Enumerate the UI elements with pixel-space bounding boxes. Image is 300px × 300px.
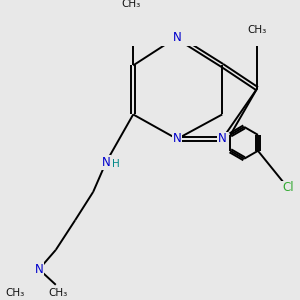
Text: CH₃: CH₃ bbox=[248, 25, 267, 35]
Text: CH₃: CH₃ bbox=[49, 289, 68, 298]
Text: H: H bbox=[112, 159, 119, 169]
Text: N: N bbox=[173, 133, 182, 146]
Text: CH₃: CH₃ bbox=[121, 0, 140, 9]
Text: Cl: Cl bbox=[282, 182, 294, 194]
Text: CH₃: CH₃ bbox=[5, 289, 24, 298]
Text: N: N bbox=[34, 263, 43, 276]
Text: N: N bbox=[218, 133, 226, 146]
Text: N: N bbox=[173, 31, 182, 44]
Text: N: N bbox=[102, 156, 110, 169]
